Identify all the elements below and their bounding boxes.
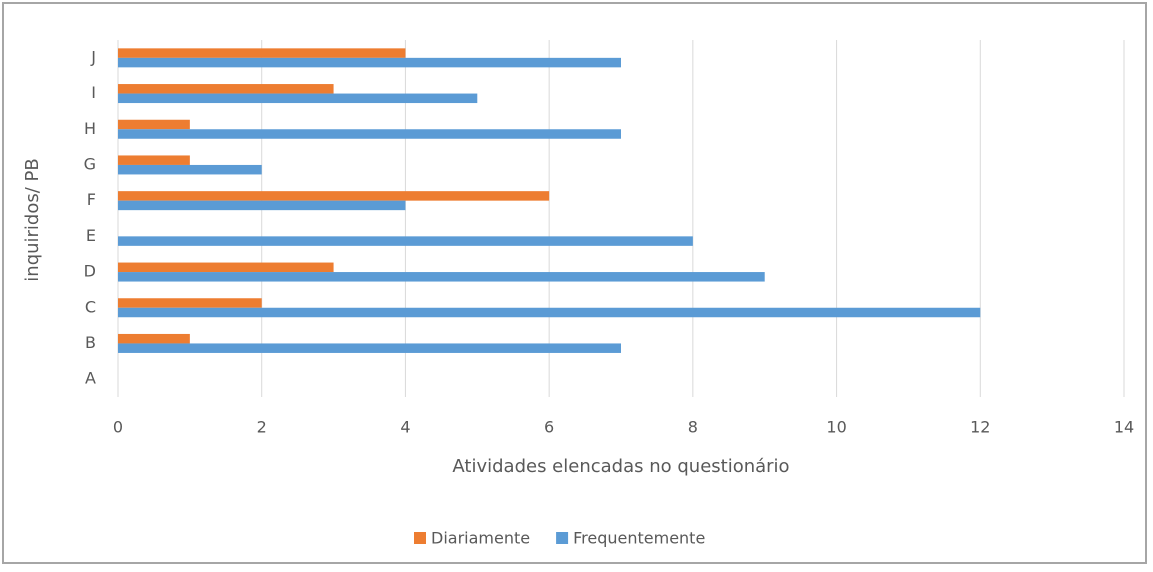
y-tick-label: C bbox=[85, 297, 96, 316]
bar bbox=[118, 333, 190, 344]
y-tick-label: J bbox=[90, 47, 96, 66]
legend-swatch bbox=[414, 532, 426, 544]
bar bbox=[118, 164, 262, 175]
y-tick-label: I bbox=[91, 83, 96, 102]
y-tick-label: H bbox=[84, 119, 96, 138]
x-tick-label: 0 bbox=[113, 418, 123, 437]
bar bbox=[118, 93, 478, 104]
bar bbox=[118, 298, 262, 308]
y-axis-label: inquiridos/ PB bbox=[22, 158, 43, 281]
x-tick-label: 12 bbox=[970, 418, 990, 437]
x-tick-label: 6 bbox=[544, 418, 554, 437]
x-tick-label: 14 bbox=[1114, 418, 1134, 437]
x-tick-label: 8 bbox=[688, 418, 698, 437]
bar bbox=[118, 307, 981, 318]
bar bbox=[118, 84, 334, 94]
bar bbox=[118, 200, 406, 211]
y-tick-label: B bbox=[85, 333, 96, 352]
y-tick-label: D bbox=[84, 262, 96, 281]
bar bbox=[118, 57, 621, 68]
legend-label: Diariamente bbox=[431, 529, 530, 548]
y-tick-label: A bbox=[85, 369, 96, 388]
bar bbox=[118, 155, 190, 165]
bar bbox=[118, 272, 765, 282]
y-tick-label: G bbox=[84, 154, 96, 173]
y-tick-label: F bbox=[87, 190, 96, 209]
bar bbox=[118, 262, 334, 273]
x-axis-label: Atividades elencadas no questionário bbox=[452, 456, 789, 477]
x-tick-label: 10 bbox=[826, 418, 846, 437]
x-tick-label: 4 bbox=[400, 418, 410, 437]
legend-swatch bbox=[556, 532, 569, 544]
bar bbox=[118, 129, 621, 139]
x-tick-label: 2 bbox=[257, 418, 267, 437]
bar bbox=[118, 48, 406, 58]
bar bbox=[118, 343, 621, 353]
bar bbox=[118, 119, 190, 130]
bar bbox=[118, 191, 550, 201]
legend-label: Frequentemente bbox=[573, 529, 705, 548]
bar bbox=[118, 236, 693, 246]
y-tick-label: E bbox=[86, 226, 96, 245]
